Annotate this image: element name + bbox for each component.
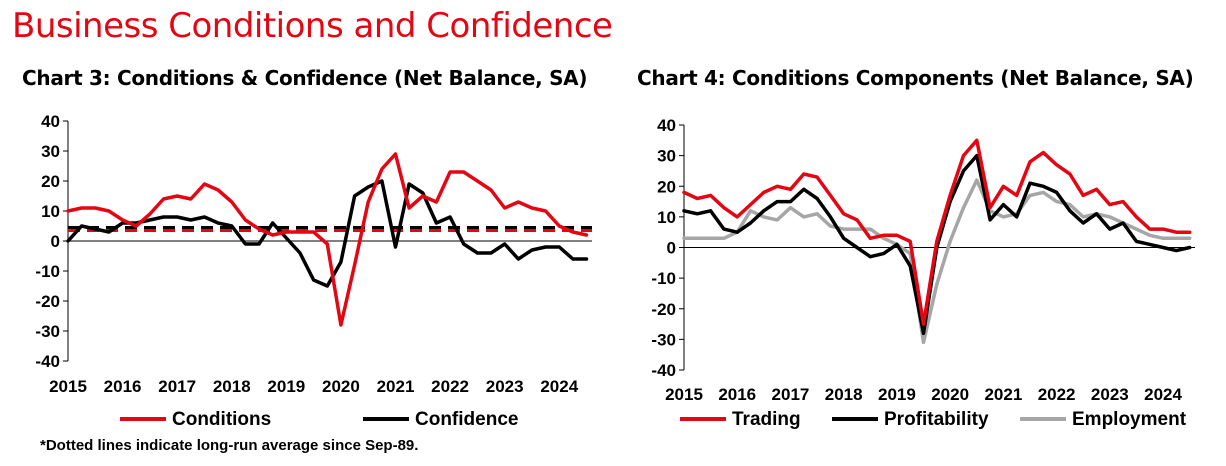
footnote: *Dotted lines indicate long-run average … [40,437,419,454]
trading-line [682,138,1192,326]
legend-label-confidence: Confidence [415,409,518,430]
y-tick-label: 20 [657,177,676,196]
y-tick-label: -30 [651,330,676,349]
y-tick-label: 0 [667,239,676,258]
y-tick-label: 0 [51,232,60,251]
chart4-title: Chart 4: Conditions Components (Net Bala… [637,66,1194,90]
y-tick-label: 30 [41,142,60,161]
x-tick-label: 2016 [718,385,756,404]
x-tick-label: 2022 [431,377,469,396]
y-tick-label: -20 [651,300,676,319]
y-tick-label: -40 [35,352,60,371]
x-tick-label: 2023 [1091,385,1129,404]
y-tick-label: -20 [35,292,60,311]
legend-label-trading: Trading [732,409,801,430]
x-tick-label: 2019 [267,377,305,396]
x-tick-label: 2024 [540,377,578,396]
employment-line [682,178,1192,345]
y-tick-label: -40 [651,361,676,380]
legend-label-employment: Employment [1072,409,1187,430]
x-tick-label: 2019 [878,385,916,404]
x-tick-label: 2017 [158,377,196,396]
x-tick-label: 2024 [1144,385,1182,404]
y-tick-label: 30 [657,147,676,166]
x-tick-label: 2015 [49,377,87,396]
y-tick-label: 20 [41,172,60,191]
y-tick-label: -10 [35,262,60,281]
legend-label-profitability: Profitability [884,409,989,430]
x-tick-label: 2021 [377,377,415,396]
confidence-line [66,179,589,288]
y-tick-label: 10 [41,202,60,221]
x-tick-label: 2021 [984,385,1022,404]
x-tick-label: 2018 [213,377,251,396]
y-tick-label: -30 [35,322,60,341]
x-tick-label: 2017 [772,385,810,404]
y-tick-label: -10 [651,269,676,288]
x-tick-label: 2020 [931,385,969,404]
chart3-title: Chart 3: Conditions & Confidence (Net Ba… [22,66,588,90]
y-tick-label: 40 [657,116,676,135]
x-tick-label: 2015 [665,385,703,404]
x-tick-label: 2023 [486,377,524,396]
page-title: Business Conditions and Confidence [12,6,613,46]
legend-label-conditions: Conditions [172,409,271,430]
y-tick-label: 10 [657,208,676,227]
x-tick-label: 2016 [104,377,142,396]
x-tick-label: 2020 [322,377,360,396]
conditions-line [66,152,589,327]
x-tick-label: 2022 [1038,385,1076,404]
x-tick-label: 2018 [825,385,863,404]
y-tick-label: 40 [41,112,60,131]
